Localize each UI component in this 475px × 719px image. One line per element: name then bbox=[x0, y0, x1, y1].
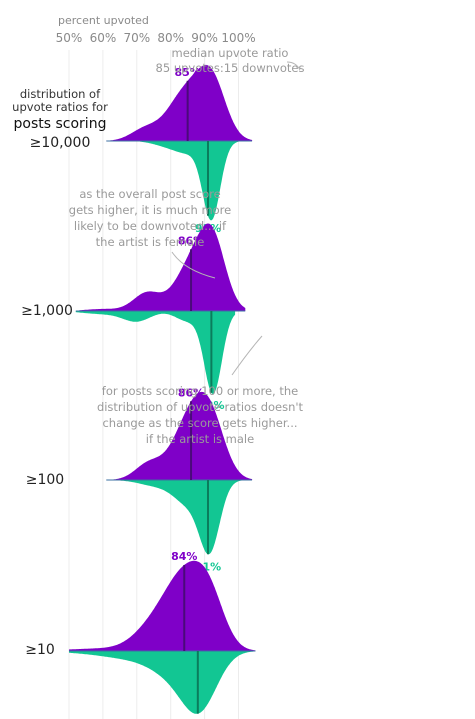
violin-female bbox=[106, 64, 253, 141]
row-label-1000: ≥1,000 bbox=[21, 303, 73, 319]
annotation-male-leader bbox=[231, 335, 263, 376]
annotation-female: as the overall post score gets higher, i… bbox=[69, 187, 231, 279]
female-median-label: 86% bbox=[178, 234, 204, 247]
y-header-line-3: posts scoring bbox=[14, 116, 107, 132]
violin-female bbox=[79, 223, 246, 311]
x-tick-label: 60% bbox=[90, 31, 117, 45]
x-tick-labels: 50% 60% 70% 80% 90% 100% bbox=[56, 31, 256, 45]
violin-male bbox=[140, 141, 239, 221]
annotation-male: for posts scoring 100 or more, the distr… bbox=[97, 335, 304, 446]
violin-male bbox=[69, 651, 256, 714]
annotation-female-line-4: the artist is female bbox=[96, 235, 205, 249]
female-median-label: 86% bbox=[178, 386, 204, 399]
y-header: distribution of upvote ratios for posts … bbox=[12, 87, 108, 132]
violin-female bbox=[106, 391, 253, 480]
y-header-line-1: distribution of bbox=[20, 87, 101, 101]
annotation-median-line-2: 85 upvotes:15 downvotes bbox=[156, 61, 305, 75]
row-label-10: ≥10 bbox=[25, 642, 55, 658]
violin-group: 86%91% bbox=[106, 386, 253, 573]
annotation-male-line-2: distribution of upvote ratios doesn't bbox=[97, 400, 304, 414]
x-axis-title: percent upvoted bbox=[58, 14, 149, 27]
row-label-10000: ≥10,000 bbox=[30, 135, 91, 151]
violin-group: 84%88% bbox=[69, 550, 256, 714]
x-tick-label: 70% bbox=[123, 31, 150, 45]
annotation-female-line-1: as the overall post score bbox=[79, 187, 220, 201]
x-tick-label: 90% bbox=[191, 31, 218, 45]
annotation-female-leader bbox=[171, 251, 216, 279]
annotation-female-line-3: likely to be downvoted... if bbox=[74, 219, 227, 233]
violin-male bbox=[106, 480, 249, 555]
annotation-median: median upvote ratio 85 upvotes:15 downvo… bbox=[156, 46, 305, 75]
annotation-male-line-1: for posts scoring 100 or more, the bbox=[102, 384, 298, 398]
x-tick-label: 100% bbox=[221, 31, 255, 45]
female-median-label: 84% bbox=[171, 550, 197, 563]
female-median-label: 85% bbox=[174, 66, 200, 79]
annotation-male-line-4: if the artist is male bbox=[146, 432, 254, 446]
row-labels: ≥10,000 ≥1,000 ≥100 ≥10 bbox=[21, 135, 90, 658]
row-label-100: ≥100 bbox=[26, 472, 64, 488]
annotation-male-line-3: change as the score gets higher... bbox=[102, 416, 297, 430]
x-tick-label: 50% bbox=[56, 31, 83, 45]
x-tick-label: 80% bbox=[157, 31, 184, 45]
violin-female bbox=[69, 560, 256, 651]
annotation-female-line-2: gets higher, it is much more bbox=[69, 203, 231, 217]
violins: 85%91%86%92%86%91%84%88% bbox=[69, 64, 256, 714]
y-header-line-2: upvote ratios for bbox=[12, 100, 108, 114]
violin-male bbox=[75, 311, 236, 394]
annotation-median-leader bbox=[286, 61, 301, 71]
annotation-median-line-1: median upvote ratio bbox=[172, 46, 289, 60]
